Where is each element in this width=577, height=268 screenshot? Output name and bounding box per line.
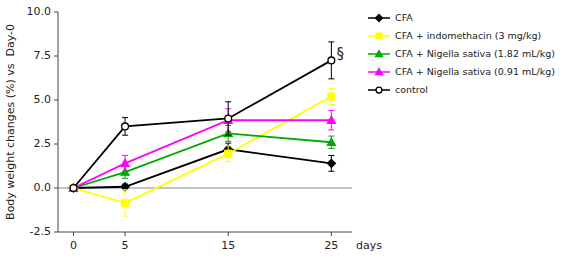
point [225, 115, 232, 122]
x-tick [228, 232, 229, 236]
x-tick [125, 232, 126, 236]
point [122, 200, 129, 207]
point [327, 138, 335, 145]
series [70, 89, 335, 217]
point [328, 93, 335, 100]
y-tick [54, 100, 58, 101]
y-tick-label: 7.5 [34, 49, 52, 62]
legend-marker [376, 33, 382, 39]
series-line [73, 120, 331, 188]
legend-label: control [395, 84, 428, 95]
series [70, 42, 335, 191]
x-tick-label: 15 [221, 239, 235, 252]
legend-label: CFA [395, 12, 413, 23]
series-line [73, 96, 331, 202]
y-tick [54, 56, 58, 57]
y-tick [54, 188, 58, 189]
y-axis-label: Body weight changes (%) vs Day-0 [4, 24, 17, 220]
x-axis-line [58, 232, 352, 233]
series-line [73, 60, 331, 188]
point [225, 150, 232, 157]
point [69, 184, 77, 192]
error-bar [122, 118, 128, 136]
error-bar [328, 42, 334, 79]
y-tick [54, 144, 58, 145]
y-tick-label: -2.5 [30, 225, 51, 238]
plot-area [58, 42, 352, 216]
y-tick-label: 0.0 [34, 181, 52, 194]
point [328, 57, 335, 64]
y-tick [54, 12, 58, 13]
x-tick [73, 232, 74, 236]
x-tick [331, 232, 332, 236]
error-bar [328, 136, 334, 148]
point [70, 185, 77, 192]
error-bar [122, 190, 128, 216]
x-tick-label: 5 [122, 239, 129, 252]
legend: CFA CFA + indomethacin (3 mg/kg) CFA + Nig… [368, 12, 555, 95]
point [122, 123, 129, 130]
x-tick-label: 0 [70, 239, 77, 252]
x-axis-label: days [356, 239, 382, 252]
legend-marker [376, 87, 382, 93]
point [70, 185, 77, 192]
point [327, 116, 335, 123]
legend-marker [376, 51, 383, 57]
y-tick [54, 232, 58, 233]
error-bar [225, 102, 231, 135]
x-tick-label: 25 [324, 239, 338, 252]
point [327, 159, 335, 167]
y-tick-label: 2.5 [34, 137, 52, 150]
legend-marker [376, 15, 383, 22]
error-bar [122, 155, 128, 171]
annotation: § [337, 45, 345, 63]
chart: -2.5 0.0 2.5 5.0 7.5 10.0 0 5 15 25 days Body weigh… [0, 0, 577, 268]
series [69, 126, 335, 191]
legend-marker [376, 69, 383, 75]
y-tick-label: 10.0 [27, 5, 52, 18]
error-bar [328, 89, 334, 105]
legend-label: CFA + indomethacin (3 mg/kg) [395, 30, 541, 41]
point [121, 159, 129, 166]
legend-label: CFA + Nigella sativa (0.91 mL/kg) [395, 66, 555, 77]
series [69, 143, 335, 192]
error-bar [328, 155, 334, 171]
legend-label: CFA + Nigella sativa (1.82 mL/kg) [395, 48, 555, 59]
axes: -2.5 0.0 2.5 5.0 7.5 10.0 0 5 15 25 days Body weigh… [4, 5, 382, 252]
y-tick-label: 5.0 [34, 93, 52, 106]
y-axis-line [58, 12, 59, 232]
error-bar [225, 146, 231, 162]
error-bar [328, 111, 334, 130]
